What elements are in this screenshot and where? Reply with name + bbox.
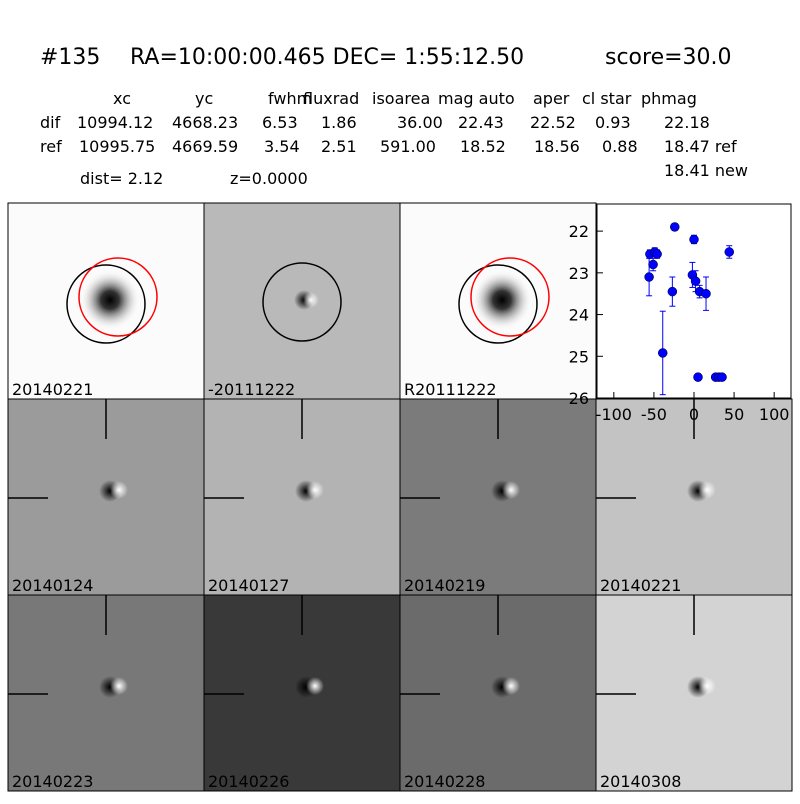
dipole-bright xyxy=(502,677,520,695)
ref-circle xyxy=(262,262,342,342)
panel-label: 20140228 xyxy=(404,772,485,791)
redshift: z=0.0000 xyxy=(230,169,308,188)
dipole-bright xyxy=(698,481,716,499)
panel-label: 20140219 xyxy=(404,576,485,595)
ref-circle xyxy=(458,264,538,344)
x-tick-label: 50 xyxy=(724,405,744,424)
dipole-bright xyxy=(306,481,324,499)
star xyxy=(472,270,532,330)
column-header: cl star xyxy=(582,89,632,108)
dipole-bright xyxy=(306,677,324,695)
table-cell: 22.52 xyxy=(530,113,576,132)
new-mag: 18.41 new xyxy=(664,161,748,180)
point xyxy=(657,348,668,358)
table-cell: 22.18 xyxy=(664,113,710,132)
table-cell: 22.43 xyxy=(458,113,504,132)
panel-label: 20140124 xyxy=(12,576,93,595)
dipole-bright xyxy=(110,677,128,695)
table-cell: 18.47 ref xyxy=(664,137,737,156)
table-cell: 10994.12 xyxy=(77,113,153,132)
point xyxy=(724,247,735,257)
panel-label: 20140221 xyxy=(12,380,93,399)
point xyxy=(648,259,658,270)
panel-label: -20111222 xyxy=(208,380,295,399)
plot-area xyxy=(596,203,792,399)
column-header: fwhm xyxy=(268,89,312,108)
dipole-bright xyxy=(110,481,128,499)
table-cell: 3.54 xyxy=(264,137,300,156)
table-cell: dif xyxy=(40,113,61,132)
panel-label: 20140127 xyxy=(208,576,289,595)
dipole-bright xyxy=(698,677,716,695)
point xyxy=(701,288,711,299)
point xyxy=(667,286,678,297)
new-circle xyxy=(470,257,550,337)
table-cell: 4669.59 xyxy=(172,137,238,156)
column-header: xc xyxy=(113,89,131,108)
table-cell: 10995.75 xyxy=(79,137,155,156)
table-cell: ref xyxy=(40,137,62,156)
column-header: phmag xyxy=(641,89,697,108)
column-header: yc xyxy=(195,89,213,108)
dipole-bright xyxy=(303,292,319,308)
table-cell: 4668.23 xyxy=(172,113,238,132)
score: score=30.0 xyxy=(605,45,732,70)
table-cell: 2.51 xyxy=(321,137,357,156)
x-tick-label: 100 xyxy=(759,405,790,424)
panel-label: 20140221 xyxy=(600,576,681,595)
distance: dist= 2.12 xyxy=(80,169,163,188)
ref-circle xyxy=(66,264,146,344)
panel-label: R20111222 xyxy=(404,380,497,399)
point xyxy=(689,234,699,245)
table-cell: 6.53 xyxy=(262,113,298,132)
table-cell: 36.00 xyxy=(397,113,443,132)
y-tick-label: 26 xyxy=(569,389,589,408)
panel-label: 20140223 xyxy=(12,772,93,791)
star xyxy=(80,270,140,330)
table-cell: 591.00 xyxy=(380,137,436,156)
x-tick-label: -50 xyxy=(641,405,667,424)
table-cell: 18.52 xyxy=(460,137,506,156)
x-tick-label: -100 xyxy=(596,405,632,424)
panel-label: 20140308 xyxy=(600,772,681,791)
point xyxy=(644,272,654,282)
new-circle xyxy=(78,257,158,337)
y-tick-label: 25 xyxy=(569,347,589,366)
y-tick-label: 22 xyxy=(569,222,589,241)
point xyxy=(670,222,680,232)
candidate-id: #135 xyxy=(40,45,100,70)
column-header: fluxrad xyxy=(303,89,359,108)
x-tick-label: 0 xyxy=(689,405,699,424)
panel-label: 20140226 xyxy=(208,772,289,791)
coordinates: RA=10:00:00.465 DEC= 1:55:12.50 xyxy=(130,45,524,70)
column-header: mag auto xyxy=(438,89,515,108)
point xyxy=(693,372,703,382)
table-cell: 0.88 xyxy=(602,137,638,156)
table-cell: 0.93 xyxy=(595,113,631,132)
y-tick-label: 23 xyxy=(569,264,589,283)
table-cell: 1.86 xyxy=(321,113,357,132)
y-tick-label: 24 xyxy=(569,306,589,325)
point xyxy=(717,372,727,382)
column-header: aper xyxy=(533,89,570,108)
table-cell: 18.56 xyxy=(534,137,580,156)
point xyxy=(652,249,662,259)
column-header: isoarea xyxy=(372,89,430,108)
point xyxy=(690,276,701,286)
dipole-bright xyxy=(502,481,520,499)
